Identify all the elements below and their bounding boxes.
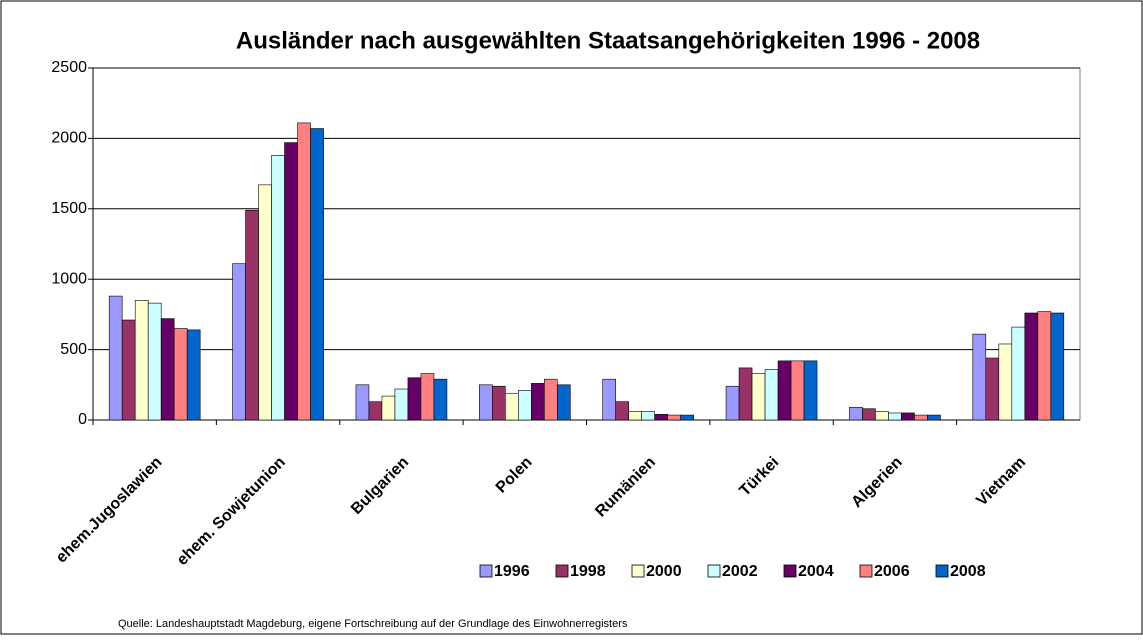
legend-swatch <box>479 564 493 578</box>
y-tick-label: 1500 <box>51 200 87 217</box>
legend-label: 2006 <box>874 563 910 580</box>
y-tick-label: 500 <box>60 341 87 358</box>
bar <box>738 367 753 421</box>
y-tick-label: 0 <box>78 411 87 428</box>
bar <box>407 377 422 421</box>
bar <box>972 333 987 421</box>
bar <box>420 373 435 421</box>
bar <box>544 378 558 421</box>
legend-swatch <box>783 564 797 578</box>
bar <box>901 412 915 421</box>
bar <box>680 414 694 421</box>
bar <box>134 300 149 421</box>
bar <box>1024 312 1039 421</box>
bar <box>1050 312 1065 421</box>
bar <box>1037 311 1052 421</box>
source-note: Quelle: Landeshauptstadt Magdeburg, eige… <box>118 618 628 630</box>
bar <box>271 154 285 421</box>
legend-swatch <box>935 564 949 578</box>
bar <box>725 385 740 421</box>
bar <box>258 184 272 421</box>
bar <box>310 128 324 421</box>
legend-label: 2004 <box>798 563 834 580</box>
bar <box>888 412 902 421</box>
bar <box>862 408 876 421</box>
bar <box>764 369 779 421</box>
bar <box>602 378 616 421</box>
bar <box>654 414 668 421</box>
bar <box>1011 326 1026 421</box>
legend-swatch <box>555 564 569 578</box>
bar <box>173 328 188 421</box>
legend-label: 2008 <box>950 563 986 580</box>
bar <box>505 392 519 421</box>
legend-swatch <box>859 564 873 578</box>
legend-swatch <box>631 564 645 578</box>
bar <box>998 343 1013 421</box>
bar <box>245 209 259 421</box>
y-tick-label: 2500 <box>51 59 87 76</box>
bar <box>147 302 162 421</box>
legend-swatch <box>707 564 721 578</box>
bar <box>751 373 766 421</box>
bar <box>368 401 383 421</box>
y-tick-label: 2000 <box>51 130 87 147</box>
bar <box>790 360 805 421</box>
bar <box>284 142 298 421</box>
bar <box>849 407 863 421</box>
bar <box>186 329 201 421</box>
bar <box>985 357 1000 421</box>
bar <box>628 411 642 421</box>
y-tick-label: 1000 <box>51 270 87 287</box>
bar <box>160 318 175 421</box>
bar <box>394 388 409 421</box>
bar <box>667 414 681 421</box>
bar <box>518 390 532 421</box>
bar <box>381 395 396 421</box>
bar <box>927 414 941 421</box>
bar <box>777 360 792 421</box>
bar <box>914 414 928 421</box>
chart-title: Ausländer nach ausgewählten Staatsangehö… <box>236 27 980 54</box>
legend-label: 1998 <box>570 563 606 580</box>
bar <box>479 384 493 421</box>
bar <box>615 401 629 421</box>
legend-label: 1996 <box>494 563 530 580</box>
bar <box>531 383 545 421</box>
bar <box>232 263 246 421</box>
legend-label: 2002 <box>722 563 758 580</box>
bar <box>557 384 571 421</box>
bar <box>108 295 123 421</box>
bar <box>433 378 448 421</box>
bar <box>875 411 889 421</box>
bar <box>121 319 136 421</box>
bar <box>297 122 311 421</box>
bar <box>355 384 370 421</box>
bar <box>641 411 655 421</box>
bar <box>803 360 818 421</box>
legend-label: 2000 <box>646 563 682 580</box>
bar <box>492 385 506 421</box>
